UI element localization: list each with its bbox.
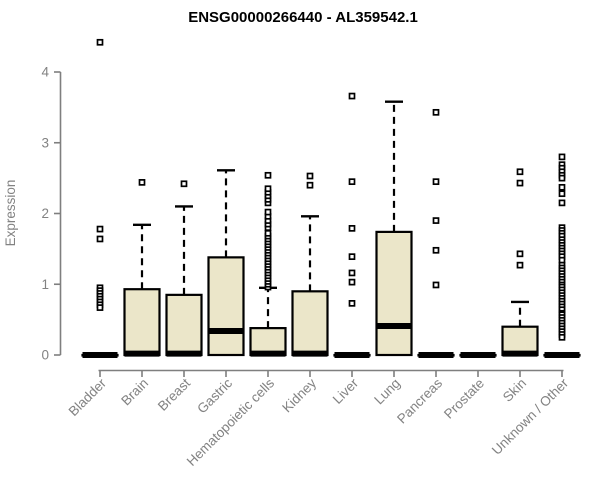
outlier-point [96,38,104,46]
outlier-point [348,92,356,100]
outlier-point [180,180,188,188]
chart-title: ENSG00000266440 - AL359542.1 [188,9,418,26]
x-tick-label: Bladder [66,375,110,419]
outlier-point [558,174,566,182]
outlier-point [558,153,566,161]
outlier-point [264,229,272,237]
box-group-skin [501,168,539,357]
outlier-point [558,333,566,341]
y-tick-label: 0 [41,348,49,363]
y-tick-label: 3 [41,135,49,150]
outlier-point [348,300,356,307]
x-tick-label: Kidney [279,375,319,415]
y-tick-label: 2 [41,206,49,221]
outlier-point [516,261,524,269]
outlier-point [558,190,566,198]
x-tick-label: Gastric [194,375,235,416]
outlier-point [432,108,440,116]
outlier-point [348,178,356,186]
iqr-box [207,256,245,357]
iqr-box [375,230,413,357]
box-group-liver [333,92,371,358]
box-group-bladder [81,38,119,358]
x-tick-label: Brain [118,376,151,409]
x-tick-label: Unknown / Other [489,375,572,458]
box-group-brain [123,179,161,357]
box-group-unknown-other [543,153,581,358]
outlier-point [348,278,356,286]
x-tick-label: Prostate [441,376,487,422]
outlier-point [558,183,566,191]
iqr-box [165,293,203,357]
outlier-point [348,225,356,232]
x-tick-label: Pancreas [394,375,445,426]
y-tick-label: 1 [41,277,49,292]
outlier-point [432,217,440,224]
box-group-breast [165,180,203,357]
box-group-pancreas [417,108,455,358]
outlier-point [138,179,146,186]
outlier-point [96,235,104,243]
x-tick-label: Lung [371,376,403,408]
outlier-point [432,246,440,254]
plot-area [81,38,581,358]
box-group-gastric [207,169,245,357]
outlier-point [516,179,524,187]
box-group-prostate [459,352,497,358]
iqr-box [291,290,329,357]
outlier-point [264,171,272,179]
outlier-point [96,225,104,233]
outlier-point [306,181,314,189]
box-group-kidney [291,172,329,357]
iqr-box [123,288,161,357]
outlier-point [516,250,524,258]
outlier-point [306,172,314,180]
box-group-lung [375,100,413,357]
outlier-point [516,168,524,176]
x-tick-label: Skin [500,376,529,405]
outlier-point [558,199,566,207]
x-tick-label: Breast [155,375,193,413]
outlier-point [264,208,272,216]
y-axis-label: Expression [3,180,18,247]
outlier-point [348,269,356,277]
outlier-point [348,253,356,261]
box-group-hematopoietic-cells [249,171,287,357]
outlier-point [432,178,440,186]
outlier-point [96,304,104,311]
outlier-point [432,281,440,289]
x-tick-label: Liver [330,375,362,407]
outlier-point [264,185,272,193]
y-tick-label: 4 [41,65,49,80]
